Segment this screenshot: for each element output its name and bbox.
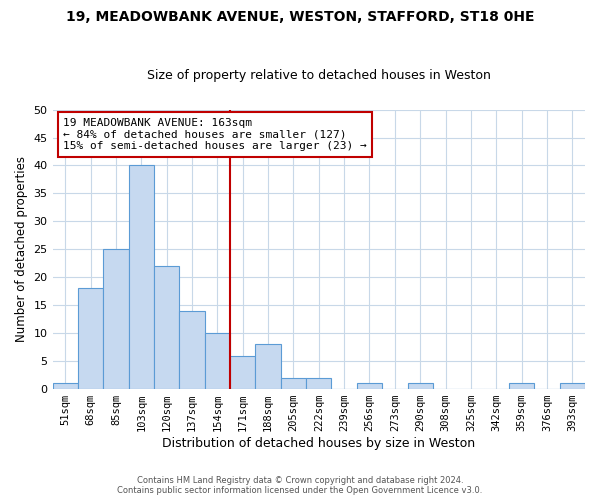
Text: Contains HM Land Registry data © Crown copyright and database right 2024.
Contai: Contains HM Land Registry data © Crown c… [118, 476, 482, 495]
Bar [154, 266, 179, 389]
X-axis label: Distribution of detached houses by size in Weston: Distribution of detached houses by size … [162, 437, 475, 450]
Y-axis label: Number of detached properties: Number of detached properties [15, 156, 28, 342]
Bar [230, 356, 256, 389]
Bar [179, 311, 205, 389]
Bar [357, 384, 382, 389]
Bar [407, 384, 433, 389]
Bar [281, 378, 306, 389]
Bar [205, 333, 230, 389]
Bar [128, 166, 154, 389]
Bar [53, 384, 78, 389]
Bar [560, 384, 585, 389]
Text: 19 MEADOWBANK AVENUE: 163sqm
← 84% of detached houses are smaller (127)
15% of s: 19 MEADOWBANK AVENUE: 163sqm ← 84% of de… [63, 118, 367, 151]
Text: 19, MEADOWBANK AVENUE, WESTON, STAFFORD, ST18 0HE: 19, MEADOWBANK AVENUE, WESTON, STAFFORD,… [66, 10, 534, 24]
Title: Size of property relative to detached houses in Weston: Size of property relative to detached ho… [147, 69, 491, 82]
Bar [509, 384, 534, 389]
Bar [306, 378, 331, 389]
Bar [256, 344, 281, 389]
Bar [78, 288, 103, 389]
Bar [103, 250, 128, 389]
